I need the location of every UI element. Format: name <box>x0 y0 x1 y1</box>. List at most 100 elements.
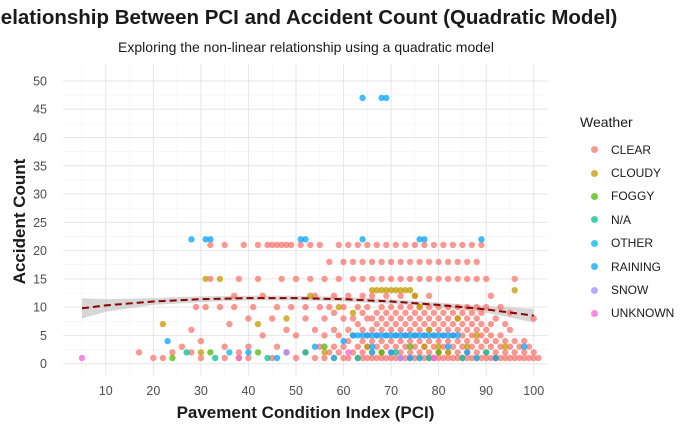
data-point <box>288 303 295 311</box>
data-point <box>221 354 228 362</box>
data-point <box>435 354 442 362</box>
data-point <box>135 349 143 356</box>
data-point <box>378 332 385 339</box>
data-point <box>402 354 409 362</box>
data-point <box>502 337 509 345</box>
data-point <box>283 326 290 333</box>
data-point <box>368 258 376 266</box>
data-point <box>340 303 347 311</box>
data-point <box>459 241 466 249</box>
data-point <box>383 343 390 350</box>
data-point <box>269 354 276 362</box>
data-point <box>397 292 404 299</box>
data-point <box>468 241 476 249</box>
data-point <box>368 349 376 356</box>
data-point <box>440 320 447 328</box>
data-point <box>378 326 385 333</box>
legend-item: UNKNOWN <box>580 302 674 325</box>
data-point <box>330 309 338 316</box>
legend-swatch <box>590 216 598 224</box>
data-point <box>478 343 485 350</box>
data-point <box>459 320 466 328</box>
data-point <box>397 326 404 333</box>
data-point <box>378 337 385 345</box>
data-point <box>392 287 399 294</box>
data-point <box>311 343 319 350</box>
data-point <box>487 292 495 299</box>
data-point <box>164 337 171 345</box>
data-point <box>464 326 471 333</box>
data-point <box>349 332 357 339</box>
data-point <box>269 241 276 249</box>
x-tick-label: 100 <box>523 384 544 398</box>
data-point <box>297 241 304 249</box>
data-point <box>326 349 333 356</box>
data-point <box>330 354 338 362</box>
data-point <box>444 275 452 283</box>
data-point <box>487 320 495 328</box>
data-point <box>425 303 433 311</box>
data-point <box>444 349 452 356</box>
data-point <box>368 337 376 345</box>
series-raining <box>164 94 528 362</box>
data-point <box>311 326 319 333</box>
data-point <box>345 326 352 333</box>
data-point <box>473 258 480 266</box>
data-point <box>335 303 342 311</box>
data-point <box>364 332 371 339</box>
legend-label: RAINING <box>611 259 662 274</box>
series-other <box>226 349 480 362</box>
series-unknown <box>78 349 438 362</box>
data-point <box>473 315 480 322</box>
data-point <box>378 303 385 311</box>
data-point <box>245 354 252 362</box>
series-n-a <box>183 349 490 362</box>
data-point <box>478 241 485 249</box>
data-point <box>364 354 371 362</box>
data-point <box>392 241 399 249</box>
data-point <box>406 332 414 339</box>
data-point <box>497 343 504 350</box>
legend-key <box>587 260 601 274</box>
chart-subtitle: Exploring the non-linear relationship us… <box>118 39 494 55</box>
legend-item: N/A <box>580 208 674 231</box>
data-point <box>444 354 452 362</box>
data-point <box>392 354 399 362</box>
data-point <box>411 332 419 339</box>
data-point <box>216 303 224 311</box>
data-point <box>411 309 419 316</box>
data-point <box>302 303 309 311</box>
data-point <box>368 332 376 339</box>
data-point <box>506 343 514 350</box>
x-tick-label: 60 <box>337 384 351 398</box>
data-point <box>349 349 357 356</box>
data-point <box>192 303 200 311</box>
data-point <box>511 275 518 283</box>
data-point <box>330 343 338 350</box>
data-point <box>454 326 461 333</box>
data-point <box>435 275 442 283</box>
data-point <box>359 94 366 102</box>
legend-key <box>587 166 601 180</box>
data-point <box>373 354 380 362</box>
data-point <box>197 354 205 362</box>
data-point <box>264 241 271 249</box>
x-tick-label: 50 <box>289 384 303 398</box>
data-point <box>478 332 485 339</box>
data-point <box>383 320 390 328</box>
data-point <box>392 309 399 316</box>
data-point <box>359 326 366 333</box>
data-point <box>397 287 404 294</box>
data-point <box>411 241 419 249</box>
data-point <box>283 315 290 322</box>
data-point <box>254 275 262 283</box>
data-point <box>468 354 476 362</box>
data-point <box>483 354 490 362</box>
legend-label: SNOW <box>611 283 649 298</box>
legend-key <box>587 189 601 203</box>
data-point <box>416 258 423 266</box>
data-point <box>202 275 209 283</box>
data-point <box>283 241 290 249</box>
data-point <box>387 287 395 294</box>
